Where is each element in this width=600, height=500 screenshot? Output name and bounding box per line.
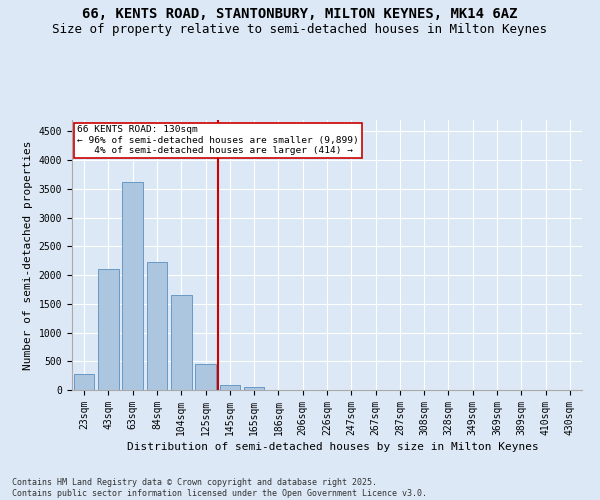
Bar xyxy=(195,364,216,390)
Bar xyxy=(220,384,240,390)
Bar xyxy=(98,270,119,390)
Text: Size of property relative to semi-detached houses in Milton Keynes: Size of property relative to semi-detach… xyxy=(53,22,548,36)
Text: Distribution of semi-detached houses by size in Milton Keynes: Distribution of semi-detached houses by … xyxy=(127,442,539,452)
Bar xyxy=(74,374,94,390)
Bar xyxy=(244,388,265,390)
Text: Contains HM Land Registry data © Crown copyright and database right 2025.
Contai: Contains HM Land Registry data © Crown c… xyxy=(12,478,427,498)
Y-axis label: Number of semi-detached properties: Number of semi-detached properties xyxy=(23,140,33,370)
Text: 66 KENTS ROAD: 130sqm
← 96% of semi-detached houses are smaller (9,899)
   4% of: 66 KENTS ROAD: 130sqm ← 96% of semi-deta… xyxy=(77,126,359,155)
Text: 66, KENTS ROAD, STANTONBURY, MILTON KEYNES, MK14 6AZ: 66, KENTS ROAD, STANTONBURY, MILTON KEYN… xyxy=(82,8,518,22)
Bar xyxy=(146,262,167,390)
Bar xyxy=(171,295,191,390)
Bar xyxy=(122,182,143,390)
